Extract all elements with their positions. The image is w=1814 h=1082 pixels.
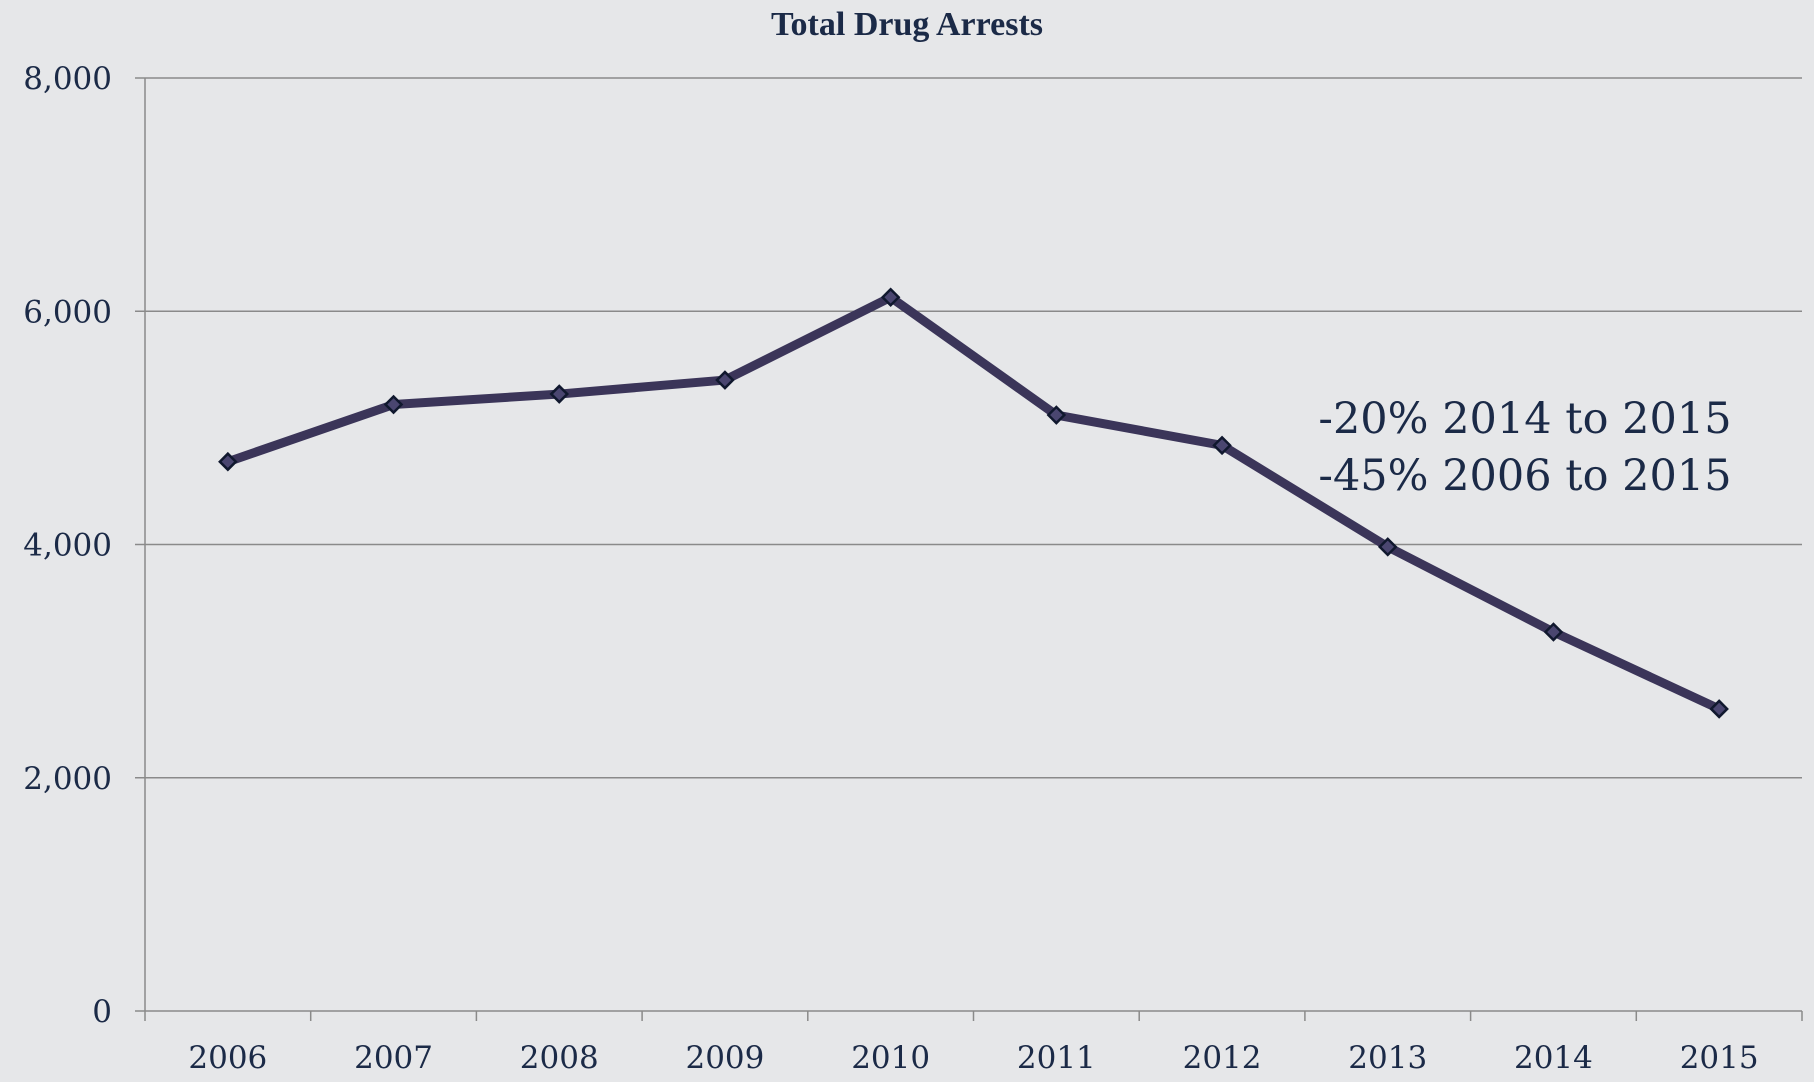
x-tick-label: 2014 [1514,1040,1593,1076]
axes [135,77,1803,1021]
y-tick-label: 2,000 [23,761,112,797]
x-tick-label: 2011 [1017,1040,1096,1076]
y-tick-label: 8,000 [23,61,112,97]
data-point-marker [880,287,901,308]
x-tick-label: 2009 [685,1040,764,1076]
y-tick-label: 4,000 [23,528,112,564]
x-tick-label: 2008 [520,1040,599,1076]
gridlines [145,77,1802,779]
data-series [218,287,1729,719]
y-tick-label: 6,000 [23,294,112,330]
x-tick-label: 2006 [188,1040,267,1076]
data-point-marker [218,451,238,472]
data-point-marker [383,394,404,415]
data-point-marker [1377,537,1398,557]
x-tick-label: 2007 [354,1040,433,1076]
y-tick-labels: 0 2,000 4,000 6,000 8,000 [23,61,112,1030]
data-point-marker [549,384,570,404]
x-tick-labels: 2006 2007 2008 2009 2010 2011 2012 2013 2014 2015 [188,1040,1758,1076]
x-tick-label: 2013 [1348,1040,1427,1076]
data-point-marker [1709,699,1729,719]
x-tick-label: 2012 [1183,1040,1262,1076]
data-point-marker [715,370,735,390]
chart-title: Total Drug Arrests [771,6,1043,43]
data-point-marker [1543,622,1564,642]
series-line [223,292,1724,714]
annotations: -20% 2014 to 2015 -45% 2006 to 2015 [1318,394,1731,501]
annotation-yoy-change: -20% 2014 to 2015 [1318,394,1731,444]
x-tick-label: 2015 [1680,1040,1759,1076]
annotation-total-change: -45% 2006 to 2015 [1318,451,1731,501]
y-tick-label: 0 [92,994,112,1030]
data-point-marker [1046,405,1067,425]
data-point-marker [1212,435,1232,456]
x-tick-label: 2010 [851,1040,930,1076]
